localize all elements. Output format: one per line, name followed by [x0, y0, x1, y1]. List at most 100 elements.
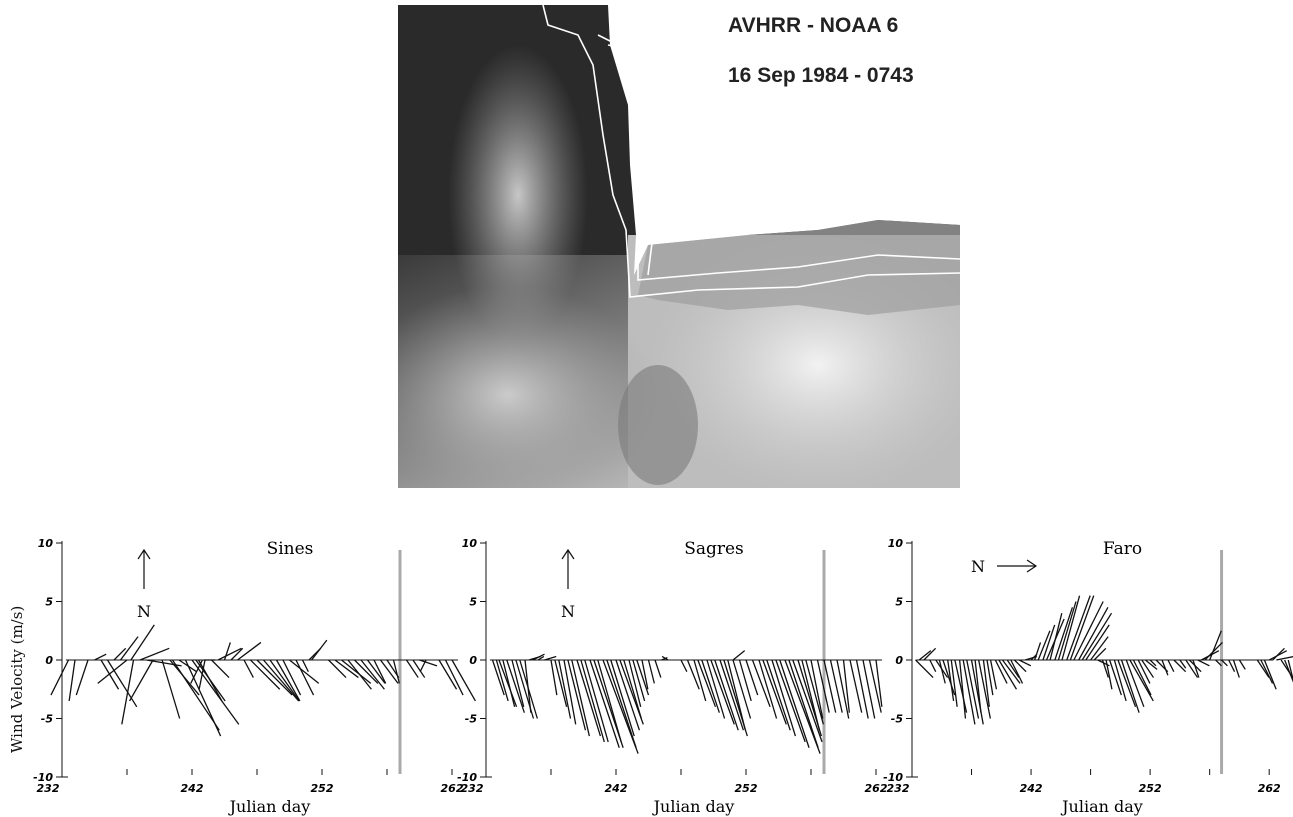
wind-stick: [701, 659, 720, 713]
wind-stick: [1013, 659, 1027, 673]
wind-stick: [1129, 659, 1154, 702]
wind-stick: [958, 659, 967, 719]
wind-stick: [191, 659, 240, 725]
wind-stick: [986, 659, 994, 696]
y-tick-label: -10: [33, 771, 53, 784]
wind-stick: [1120, 659, 1140, 713]
north-arrow-head: [561, 548, 575, 560]
x-axis-label: Julian day: [1060, 797, 1143, 816]
y-tick-label: 0: [45, 654, 53, 667]
wind-stick: [1057, 601, 1077, 661]
wind-stick: [680, 659, 688, 672]
wind-stick: [263, 659, 300, 702]
x-axis-label: Julian day: [652, 797, 735, 816]
wind-stick: [1042, 624, 1056, 661]
wind-stick: [1018, 659, 1032, 667]
y-tick-label: -5: [465, 713, 478, 726]
wind-stick: [762, 659, 787, 725]
wind-stick: [1069, 595, 1095, 661]
wind-stick: [719, 659, 745, 731]
y-tick-label: 5: [895, 596, 903, 609]
wind-stick: [282, 659, 302, 696]
satellite-image: [398, 5, 960, 488]
wind-stick: [714, 659, 739, 731]
wind-stick: [584, 659, 609, 743]
wind-stick: [1263, 659, 1277, 690]
wind-stick: [1066, 595, 1091, 661]
wind-stick: [1276, 656, 1293, 661]
wind-stick: [1061, 595, 1081, 661]
wind-stick: [190, 659, 203, 684]
wind-stick: [779, 659, 810, 748]
x-axis-label: Julian day: [228, 797, 311, 816]
wind-stick: [771, 659, 797, 737]
image-title: AVHRR - NOAA 6: [728, 14, 899, 37]
wind-stick: [1149, 659, 1157, 667]
wind-stick: [998, 659, 1018, 690]
wind-stick: [1256, 659, 1270, 678]
y-tick-label: 10: [888, 537, 904, 550]
wind-stick: [792, 659, 823, 743]
wind-stick: [1034, 642, 1042, 661]
x-tick-label: 262: [441, 782, 464, 795]
wind-stick: [623, 659, 642, 719]
wind-stick: [929, 659, 937, 672]
y-tick-label: 5: [45, 596, 53, 609]
x-tick-label: 242: [181, 782, 204, 795]
wind-stick: [419, 659, 427, 672]
wind-stick: [275, 659, 301, 702]
wind-stick: [1228, 659, 1236, 672]
wind-stick: [1144, 659, 1158, 670]
x-tick-label: 242: [1020, 782, 1043, 795]
wind-stick: [923, 647, 937, 661]
wind-stick: [636, 659, 650, 696]
wind-stick: [1260, 659, 1274, 684]
wind-stick: [405, 659, 419, 678]
wind-stick: [495, 659, 509, 702]
wind-stick: [301, 659, 309, 672]
wind-stick: [412, 659, 426, 678]
wind-stick: [1137, 659, 1151, 684]
wind-stick: [554, 659, 568, 707]
wind-stick: [974, 659, 982, 713]
wind-stick: [1185, 659, 1199, 678]
wind-stick: [1090, 636, 1109, 661]
wind-stick: [628, 659, 642, 707]
wind-stick: [1073, 601, 1104, 661]
wind-stick: [1221, 659, 1228, 667]
wind-stick: [580, 659, 605, 743]
wind-stick: [506, 659, 525, 713]
wind-stick: [597, 659, 622, 743]
wind-stick: [1209, 630, 1222, 661]
wind-stick: [1167, 659, 1175, 672]
wind-stick: [727, 659, 746, 731]
wind-stick: [994, 659, 1008, 684]
x-tick-label: 242: [605, 782, 628, 795]
wind-stick: [354, 659, 379, 684]
wind-stick: [269, 659, 300, 702]
wind-stick: [1179, 659, 1187, 669]
wind-stick: [1078, 607, 1109, 661]
wind-stick: [295, 659, 315, 696]
x-tick-label: 262: [1258, 782, 1281, 795]
wind-stick: [563, 659, 577, 725]
wind-stick: [942, 659, 956, 696]
wind-stick: [360, 659, 385, 690]
wind-stick: [615, 659, 641, 731]
wind-stick: [250, 659, 281, 690]
wind-stick: [256, 659, 293, 696]
y-tick-label: 10: [462, 537, 478, 550]
wind-stick: [223, 642, 231, 661]
wind-stick: [211, 659, 230, 679]
wind-stick: [855, 659, 869, 719]
wind-stick: [1272, 647, 1285, 661]
wind-stick: [198, 659, 206, 690]
wind-stick: [868, 659, 882, 713]
wind-stick: [661, 655, 669, 661]
wind-stick: [875, 659, 883, 707]
y-tick-label: 0: [469, 654, 477, 667]
wind-stick: [1141, 659, 1155, 678]
wind-stick: [816, 659, 830, 713]
wind-stick: [697, 659, 717, 708]
